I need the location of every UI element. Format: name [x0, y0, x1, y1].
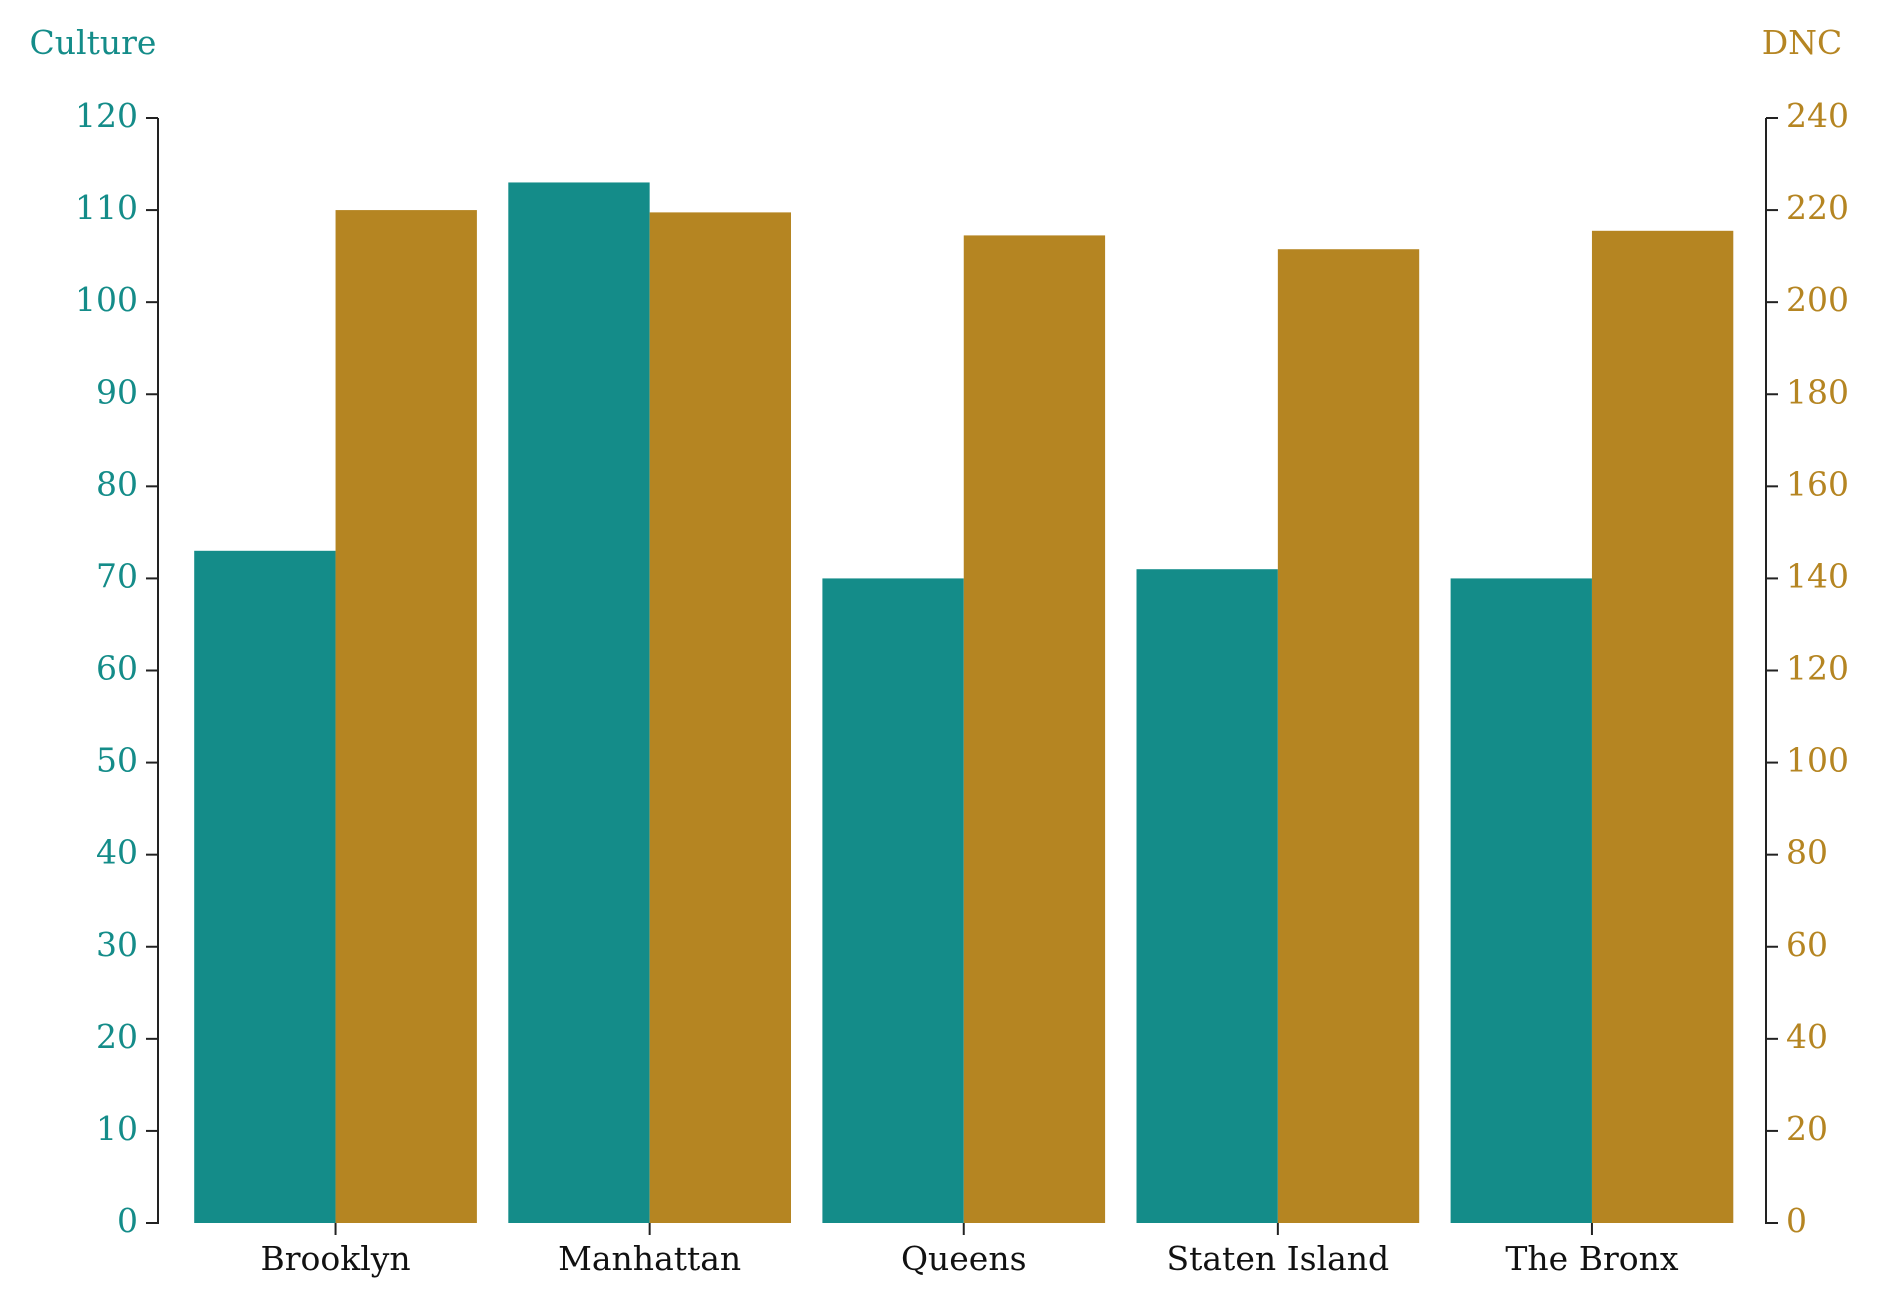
x-tick-label: The Bronx — [1505, 1239, 1678, 1278]
y-tick-label: 20 — [96, 1017, 138, 1056]
bar — [1591, 230, 1734, 1224]
y-tick-label: 40 — [96, 833, 138, 872]
x-tick-label: Brooklyn — [260, 1239, 410, 1278]
bar — [822, 578, 964, 1223]
y-tick-label: 110 — [75, 188, 138, 227]
y-tick-label: 30 — [96, 925, 138, 964]
bar — [508, 182, 650, 1223]
y-tick-label: 120 — [75, 96, 138, 135]
y-tick-label: 0 — [117, 1201, 138, 1240]
y-tick-label: 50 — [96, 741, 138, 780]
bar — [1450, 578, 1592, 1223]
y2-tick-label: 0 — [1786, 1201, 1807, 1240]
bar — [194, 550, 336, 1223]
x-tick-label: Queens — [901, 1239, 1027, 1278]
y-tick-label: 10 — [96, 1109, 138, 1148]
y2-tick-label: 60 — [1786, 925, 1828, 964]
y2-tick-label: 80 — [1786, 833, 1828, 872]
bar — [1136, 569, 1278, 1223]
bar — [963, 235, 1106, 1223]
y2-tick-label: 120 — [1786, 649, 1849, 688]
y2-tick-label: 20 — [1786, 1109, 1828, 1148]
bar — [335, 210, 477, 1224]
y2-axis-label: DNC — [1762, 23, 1843, 62]
y2-tick-label: 40 — [1786, 1017, 1828, 1056]
y2-tick-label: 220 — [1786, 188, 1849, 227]
y-tick-label: 90 — [96, 372, 138, 411]
bar — [1277, 249, 1420, 1223]
y2-tick-label: 140 — [1786, 556, 1849, 595]
y2-tick-label: 160 — [1786, 464, 1849, 503]
y-tick-label: 80 — [96, 464, 138, 503]
y2-tick-label: 180 — [1786, 372, 1849, 411]
y2-tick-label: 240 — [1786, 96, 1849, 135]
y2-tick-label: 100 — [1786, 741, 1849, 780]
y-axis-label: Culture — [30, 23, 157, 62]
x-tick-label: Manhattan — [558, 1239, 741, 1278]
y2-tick-label: 200 — [1786, 280, 1849, 319]
bar — [649, 212, 791, 1223]
y-tick-label: 70 — [96, 556, 138, 595]
y-tick-label: 100 — [75, 280, 138, 319]
x-tick-label: Staten Island — [1167, 1239, 1390, 1278]
y-tick-label: 60 — [96, 649, 138, 688]
